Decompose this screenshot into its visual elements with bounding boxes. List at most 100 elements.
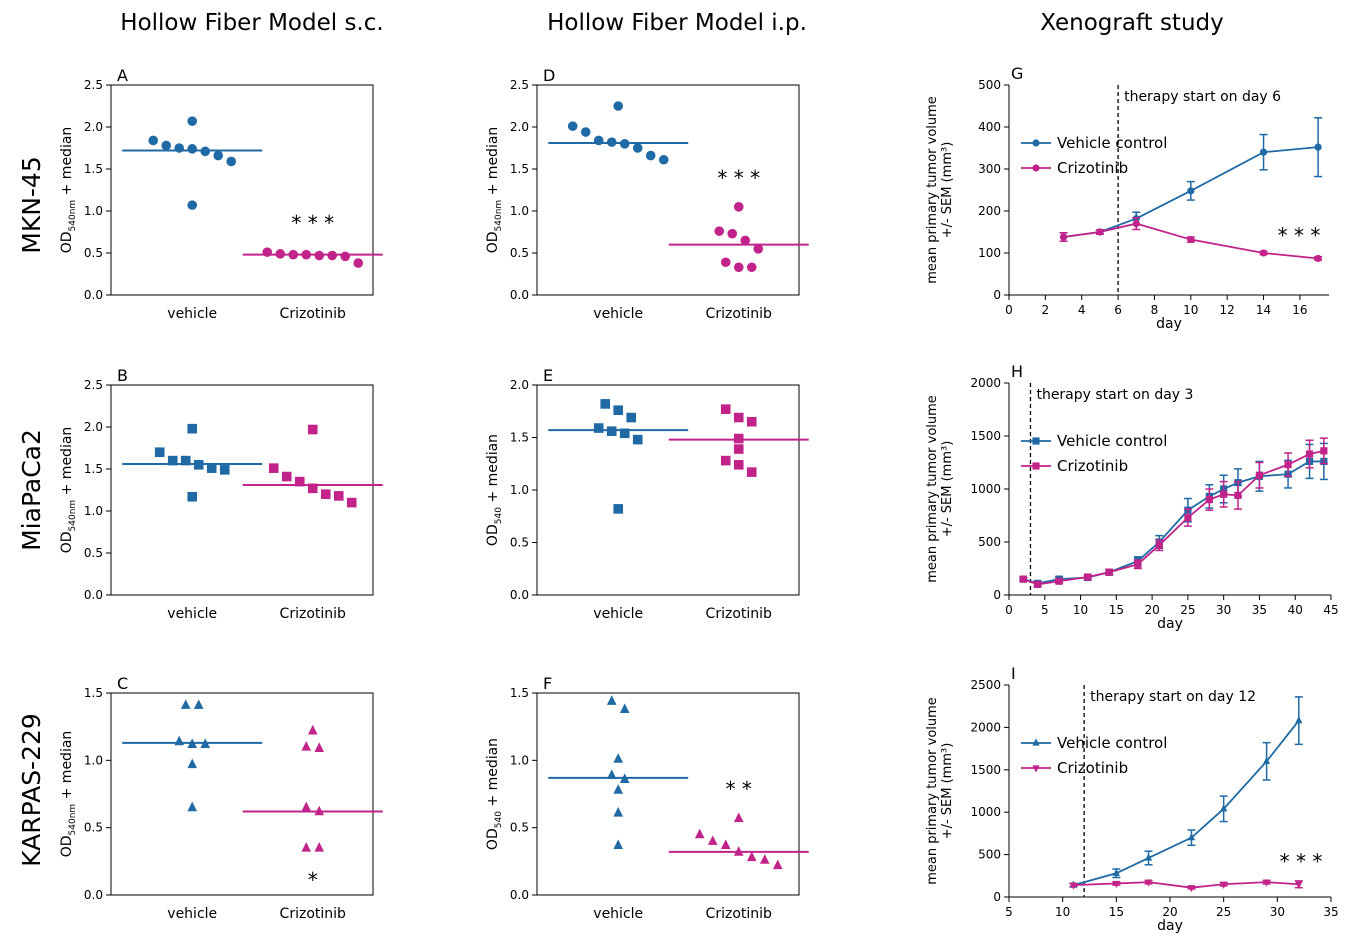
plot-frame (110, 692, 374, 896)
x-tick-label: 16 (1292, 303, 1307, 317)
data-point (340, 251, 351, 262)
significance-marker: * * * (291, 211, 334, 235)
data-point (1314, 143, 1322, 151)
data-point (746, 262, 757, 273)
x-tick-label: 10 (1073, 603, 1088, 617)
y-tick-label: 400 (978, 120, 1001, 134)
x-tick-label: 45 (1323, 603, 1338, 617)
data-point (606, 426, 617, 436)
data-point (333, 491, 344, 501)
x-category-label: vehicle (167, 606, 217, 622)
data-point (613, 504, 624, 514)
plot-frame (110, 84, 374, 296)
data-point (213, 150, 224, 161)
data-point (1184, 514, 1192, 522)
panel-label: B (117, 366, 128, 385)
data-point (1187, 187, 1195, 195)
y-axis-label-line2: +/- SEM (mm³) (940, 142, 955, 239)
legend-label: Vehicle control (1057, 432, 1167, 450)
data-point (346, 497, 357, 508)
y-axis-label-subscript: 540 (494, 811, 504, 828)
y-tick-label: 2.5 (84, 378, 103, 392)
y-tick-label: 0.5 (84, 821, 103, 835)
data-point (694, 828, 705, 839)
data-point (200, 738, 211, 748)
y-axis-label: OD540 + median (485, 738, 504, 850)
y-tick-label: 1.0 (84, 753, 103, 767)
data-point (1263, 756, 1271, 764)
data-point (1205, 496, 1213, 504)
column-heading-xenograft: Xenograft study (1040, 10, 1223, 36)
x-tick-label: 5 (1041, 603, 1049, 617)
data-point (733, 262, 744, 273)
data-point (727, 228, 738, 239)
data-point (301, 249, 312, 260)
y-axis-label-subscript: 540nm (68, 804, 78, 836)
data-point (720, 839, 731, 849)
data-point (275, 249, 286, 259)
data-point (307, 424, 318, 435)
plot-frame (536, 692, 800, 896)
significance-marker: * * * (1280, 849, 1323, 873)
y-tick-label: 0.0 (84, 288, 103, 302)
x-tick-label: 12 (1220, 303, 1235, 317)
legend-label: Vehicle control (1057, 734, 1167, 752)
x-tick-label: 35 (1323, 905, 1338, 919)
y-axis-label-subscript: 540nm (68, 200, 78, 232)
series-line (1023, 460, 1324, 585)
x-tick-label: 8 (1151, 303, 1159, 317)
data-point (613, 807, 624, 817)
legend-marker (1032, 765, 1040, 773)
legend-marker (1032, 462, 1040, 470)
data-point (1105, 568, 1113, 576)
x-tick-label: 0 (1005, 603, 1013, 617)
y-axis-label-line2: +/- SEM (mm³) (940, 441, 955, 538)
data-point (632, 143, 643, 153)
data-point (1112, 868, 1120, 876)
data-point (1034, 580, 1042, 588)
data-point (619, 703, 630, 713)
data-point (288, 249, 299, 260)
data-point (1144, 853, 1153, 861)
panel-label: E (543, 366, 553, 385)
y-tick-label: 0.5 (510, 536, 529, 550)
data-point (707, 835, 718, 845)
data-point (353, 258, 364, 268)
y-tick-label: 2.0 (84, 120, 103, 134)
data-point (606, 769, 617, 779)
data-point (606, 695, 617, 705)
y-tick-label: 500 (978, 78, 1001, 92)
data-point (1234, 491, 1242, 499)
y-tick-label: 1.0 (510, 753, 529, 767)
y-tick-label: 0 (993, 890, 1001, 904)
x-tick-label: 4 (1078, 303, 1086, 317)
legend-marker (1032, 437, 1040, 445)
x-category-label: Crizotinib (706, 306, 772, 322)
y-tick-label: 1.5 (84, 162, 103, 176)
y-axis-label-main: OD (485, 828, 501, 850)
y-axis-label: OD540nm + median (485, 127, 504, 254)
data-point (268, 463, 279, 473)
data-point (645, 150, 656, 161)
data-point (206, 463, 217, 473)
therapy-start-annotation: therapy start on day 12 (1090, 689, 1256, 705)
data-point (746, 851, 757, 862)
data-point (753, 244, 764, 254)
y-axis-label: OD540nm + median (59, 127, 78, 254)
data-point (1059, 233, 1068, 241)
x-axis-label: day (1157, 918, 1183, 934)
y-tick-label: 2.5 (84, 78, 103, 92)
x-tick-label: 2 (1042, 303, 1050, 317)
y-tick-label: 0.0 (84, 888, 103, 902)
column-heading-sc: Hollow Fiber Model s.c. (120, 10, 383, 36)
data-point (1220, 490, 1228, 498)
x-axis-label: day (1157, 616, 1183, 632)
data-point (1096, 228, 1104, 236)
data-point (262, 247, 273, 257)
y-axis-label-rest: + median (485, 738, 501, 811)
data-point (180, 455, 191, 466)
data-point (148, 135, 159, 146)
data-point (1320, 447, 1328, 455)
y-tick-label: 0.0 (84, 588, 103, 602)
panel-label: D (543, 66, 555, 85)
